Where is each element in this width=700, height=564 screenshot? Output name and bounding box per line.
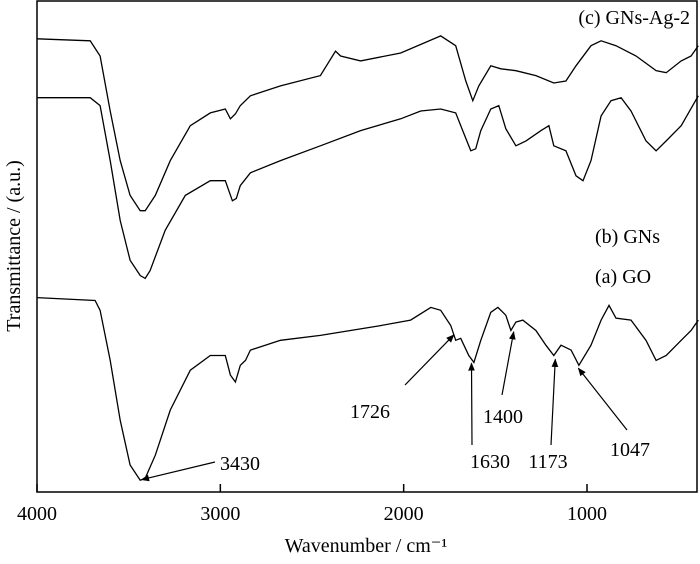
annotation-arrow <box>468 362 475 446</box>
annotation-arrow <box>501 330 516 396</box>
annotation-label: 1630 <box>470 451 510 473</box>
annotation-arrow <box>550 358 559 446</box>
annotation-label: 1173 <box>528 451 567 473</box>
annotation-label: 3430 <box>220 453 260 475</box>
annotation-label: 1047 <box>610 439 650 461</box>
spectrum-line <box>36 296 699 481</box>
annotation-label: 1400 <box>483 406 523 428</box>
y-axis-label: Transmittance / (a.u.) <box>3 160 25 331</box>
spectrum-line <box>37 95 699 280</box>
x-axis-label: Wavenumber / cm⁻¹ <box>285 535 448 557</box>
x-tick-label: 3000 <box>200 503 240 525</box>
series-label: (b) GNs <box>595 226 660 248</box>
series-label: (a) GO <box>595 266 651 288</box>
spectrum-line <box>36 35 699 212</box>
x-tick-label: 2000 <box>384 503 424 525</box>
x-tick-label: 4000 <box>17 503 57 525</box>
plot-frame <box>36 0 698 493</box>
annotation-arrow <box>404 334 455 386</box>
annotation-arrow <box>577 367 628 431</box>
series-label: (c) GNs-Ag-2 <box>578 7 690 29</box>
x-tick-label: 1000 <box>567 503 607 525</box>
annotation-arrow <box>140 461 216 482</box>
annotation-label: 1726 <box>350 401 390 423</box>
